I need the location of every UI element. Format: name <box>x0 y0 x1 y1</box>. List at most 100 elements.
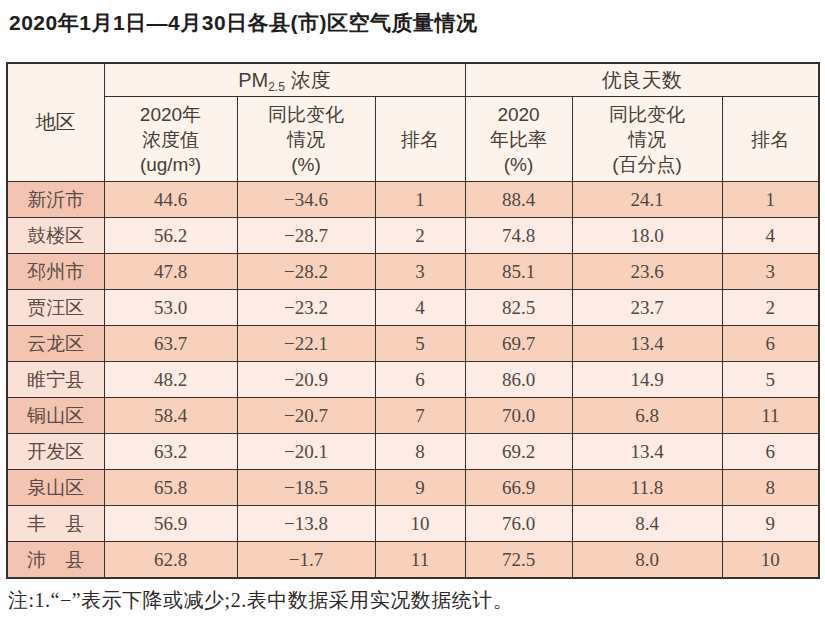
pm25-value-cell: 58.4 <box>104 398 237 434</box>
pm25-rank-cell: 10 <box>375 506 465 542</box>
header-pm25-group: PM2.5 浓度 <box>104 63 465 97</box>
ratio-value-cell: 66.9 <box>465 470 572 506</box>
pm25-change-cell: −13.8 <box>237 506 375 542</box>
pm25-rank-cell: 11 <box>375 542 465 579</box>
ratio-value-cell: 82.5 <box>465 290 572 326</box>
ratio-rank-cell: 9 <box>722 506 819 542</box>
pm25-value-cell: 44.6 <box>104 182 237 218</box>
ratio-change-cell: 8.0 <box>572 542 722 579</box>
region-cell: 鼓楼区 <box>7 218 104 254</box>
header-pm25-rank: 排名 <box>375 97 465 182</box>
table-row: 贾汪区 53.0 −23.2 4 82.5 23.7 2 <box>7 290 819 326</box>
ratio-change-cell: 11.8 <box>572 470 722 506</box>
ratio-value-cell: 86.0 <box>465 362 572 398</box>
pm25-value-cell: 48.2 <box>104 362 237 398</box>
ratio-change-cell: 24.1 <box>572 182 722 218</box>
pm25-label-prefix: PM <box>238 69 268 91</box>
region-cell: 邳州市 <box>7 254 104 290</box>
ratio-change-cell: 18.0 <box>572 218 722 254</box>
pm25-value-cell: 63.2 <box>104 434 237 470</box>
pm25-label-subscript: 2.5 <box>268 80 285 94</box>
ratio-rank-cell: 1 <box>722 182 819 218</box>
header-pm25-change: 同比变化 情况 (%) <box>237 97 375 182</box>
table-row: 泉山区 65.8 −18.5 9 66.9 11.8 8 <box>7 470 819 506</box>
ratio-value-cell: 88.4 <box>465 182 572 218</box>
ratio-change-cell: 14.9 <box>572 362 722 398</box>
pm25-change-cell: −20.9 <box>237 362 375 398</box>
table-row: 云龙区 63.7 −22.1 5 69.7 13.4 6 <box>7 326 819 362</box>
header-ratio-change: 同比变化 情况 (百分点) <box>572 97 722 182</box>
pm25-label-suffix: 浓度 <box>291 69 331 91</box>
ratio-change-cell: 6.8 <box>572 398 722 434</box>
ratio-change-cell: 23.7 <box>572 290 722 326</box>
ratio-change-cell: 8.4 <box>572 506 722 542</box>
pm25-value-cell: 47.8 <box>104 254 237 290</box>
table-row: 丰 县 56.9 −13.8 10 76.0 8.4 9 <box>7 506 819 542</box>
ratio-rank-cell: 5 <box>722 362 819 398</box>
table-row: 新沂市 44.6 −34.6 1 88.4 24.1 1 <box>7 182 819 218</box>
pm25-change-cell: −22.1 <box>237 326 375 362</box>
region-cell: 丰 县 <box>7 506 104 542</box>
pm25-value-cell: 53.0 <box>104 290 237 326</box>
pm25-rank-cell: 2 <box>375 218 465 254</box>
header-pm25-value: 2020年 浓度值 (ug/m³) <box>104 97 237 182</box>
region-cell: 贾汪区 <box>7 290 104 326</box>
ratio-rank-cell: 6 <box>722 434 819 470</box>
ratio-value-cell: 85.1 <box>465 254 572 290</box>
pm25-change-cell: −18.5 <box>237 470 375 506</box>
pm25-value-cell: 56.9 <box>104 506 237 542</box>
pm25-rank-cell: 7 <box>375 398 465 434</box>
ratio-change-cell: 23.6 <box>572 254 722 290</box>
region-cell: 云龙区 <box>7 326 104 362</box>
pm25-rank-cell: 3 <box>375 254 465 290</box>
table-row: 铜山区 58.4 −20.7 7 70.0 6.8 11 <box>7 398 819 434</box>
footnote: 注:1.“−”表示下降或减少;2.表中数据采用实况数据统计。 <box>8 587 513 614</box>
pm25-change-cell: −28.7 <box>237 218 375 254</box>
ratio-change-cell: 13.4 <box>572 434 722 470</box>
ratio-value-cell: 69.7 <box>465 326 572 362</box>
page-title: 2020年1月1日—4月30日各县(市)区空气质量情况 <box>9 9 478 37</box>
pm25-value-cell: 65.8 <box>104 470 237 506</box>
header-ratio-rank: 排名 <box>722 97 819 182</box>
pm25-change-cell: −20.1 <box>237 434 375 470</box>
pm25-rank-cell: 8 <box>375 434 465 470</box>
region-cell: 新沂市 <box>7 182 104 218</box>
page: 2020年1月1日—4月30日各县(市)区空气质量情况 地区 PM2.5 浓度 优… <box>0 0 825 620</box>
header-region: 地区 <box>7 63 104 182</box>
table-row: 邳州市 47.8 −28.2 3 85.1 23.6 3 <box>7 254 819 290</box>
ratio-rank-cell: 11 <box>722 398 819 434</box>
table-body: 新沂市 44.6 −34.6 1 88.4 24.1 1 鼓楼区 56.2 −2… <box>7 182 819 579</box>
pm25-rank-cell: 9 <box>375 470 465 506</box>
table-row: 睢宁县 48.2 −20.9 6 86.0 14.9 5 <box>7 362 819 398</box>
ratio-rank-cell: 3 <box>722 254 819 290</box>
region-cell: 开发区 <box>7 434 104 470</box>
ratio-rank-cell: 10 <box>722 542 819 579</box>
ratio-value-cell: 72.5 <box>465 542 572 579</box>
pm25-rank-cell: 6 <box>375 362 465 398</box>
table-header: 地区 PM2.5 浓度 优良天数 2020年 浓度值 (ug/m³) 同比变化 情… <box>7 63 819 182</box>
pm25-rank-cell: 5 <box>375 326 465 362</box>
ratio-rank-cell: 2 <box>722 290 819 326</box>
ratio-rank-cell: 8 <box>722 470 819 506</box>
header-good-days-group: 优良天数 <box>465 63 819 97</box>
pm25-change-cell: −28.2 <box>237 254 375 290</box>
table-row: 鼓楼区 56.2 −28.7 2 74.8 18.0 4 <box>7 218 819 254</box>
region-cell: 沛 县 <box>7 542 104 579</box>
pm25-change-cell: −1.7 <box>237 542 375 579</box>
region-cell: 铜山区 <box>7 398 104 434</box>
pm25-change-cell: −20.7 <box>237 398 375 434</box>
ratio-change-cell: 13.4 <box>572 326 722 362</box>
pm25-rank-cell: 1 <box>375 182 465 218</box>
header-ratio-value: 2020 年比率 (%) <box>465 97 572 182</box>
pm25-rank-cell: 4 <box>375 290 465 326</box>
ratio-value-cell: 76.0 <box>465 506 572 542</box>
pm25-value-cell: 63.7 <box>104 326 237 362</box>
ratio-rank-cell: 4 <box>722 218 819 254</box>
ratio-value-cell: 69.2 <box>465 434 572 470</box>
region-cell: 泉山区 <box>7 470 104 506</box>
ratio-rank-cell: 6 <box>722 326 819 362</box>
ratio-value-cell: 74.8 <box>465 218 572 254</box>
region-cell: 睢宁县 <box>7 362 104 398</box>
ratio-value-cell: 70.0 <box>465 398 572 434</box>
pm25-value-cell: 56.2 <box>104 218 237 254</box>
